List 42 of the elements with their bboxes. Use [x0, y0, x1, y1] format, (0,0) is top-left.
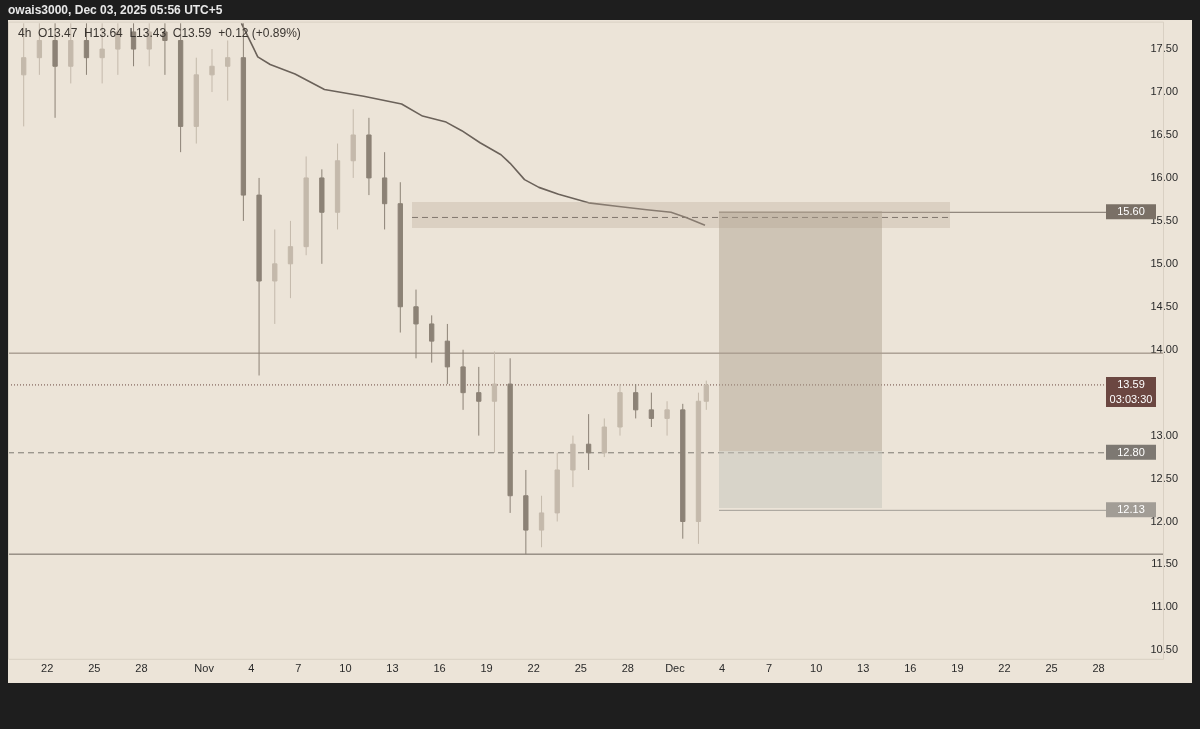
y-tick-label: 11.00 — [1151, 600, 1178, 613]
x-tick-label: 10 — [810, 662, 823, 675]
y-tick-label: 13.00 — [1150, 428, 1178, 441]
x-tick-label: 4 — [248, 662, 255, 675]
y-tick-label: 15.00 — [1150, 256, 1178, 269]
x-tick-label: 28 — [621, 662, 634, 675]
x-tick-label: 25 — [1045, 662, 1058, 675]
y-tick-label: 16.50 — [1150, 128, 1178, 141]
x-tick-label: 16 — [904, 662, 917, 675]
y-tick-label: 14.00 — [1150, 342, 1178, 355]
ref-line-label: 12.13 — [1117, 503, 1145, 516]
x-tick-label: 13 — [857, 662, 870, 675]
x-tick-label: 19 — [951, 662, 964, 675]
y-tick-label: 11.50 — [1151, 557, 1178, 570]
ref-line-label: 12.80 — [1117, 445, 1145, 458]
x-tick-label: 22 — [998, 662, 1011, 675]
y-tick-label: 10.50 — [1150, 643, 1178, 656]
x-tick-label: 28 — [1092, 662, 1105, 675]
x-tick-label: 25 — [88, 662, 101, 675]
x-tick-label: 10 — [339, 662, 352, 675]
x-tick-label: 13 — [386, 662, 399, 675]
y-tick-label: 12.00 — [1150, 514, 1178, 527]
ref-line-label: 13.59 03:03:30 — [1109, 377, 1153, 405]
x-tick-label: Nov — [194, 662, 215, 675]
candlestick — [664, 400, 670, 437]
x-tick-label: 19 — [480, 662, 493, 675]
x-tick-label: 16 — [433, 662, 446, 675]
x-tick-label: Dec — [665, 662, 686, 675]
x-tick-label: 7 — [295, 662, 302, 675]
y-tick-label: 17.50 — [1150, 42, 1178, 55]
y-tick-label: 16.00 — [1150, 170, 1178, 183]
x-tick-label: 22 — [41, 662, 54, 675]
x-tick-label: 7 — [766, 662, 773, 675]
y-tick-label: 14.50 — [1150, 299, 1178, 312]
ref-line-label: 15.60 — [1117, 205, 1145, 218]
x-tick-label: 28 — [135, 662, 148, 675]
x-tick-label: 22 — [527, 662, 540, 675]
y-tick-label: 17.00 — [1150, 85, 1178, 98]
text: owais3000, Dec 03, 2025 05:56 UTC+5 — [8, 3, 223, 17]
x-tick-label: 25 — [574, 662, 587, 675]
y-tick-label: 12.50 — [1150, 471, 1178, 484]
x-tick-label: 4 — [718, 662, 726, 675]
